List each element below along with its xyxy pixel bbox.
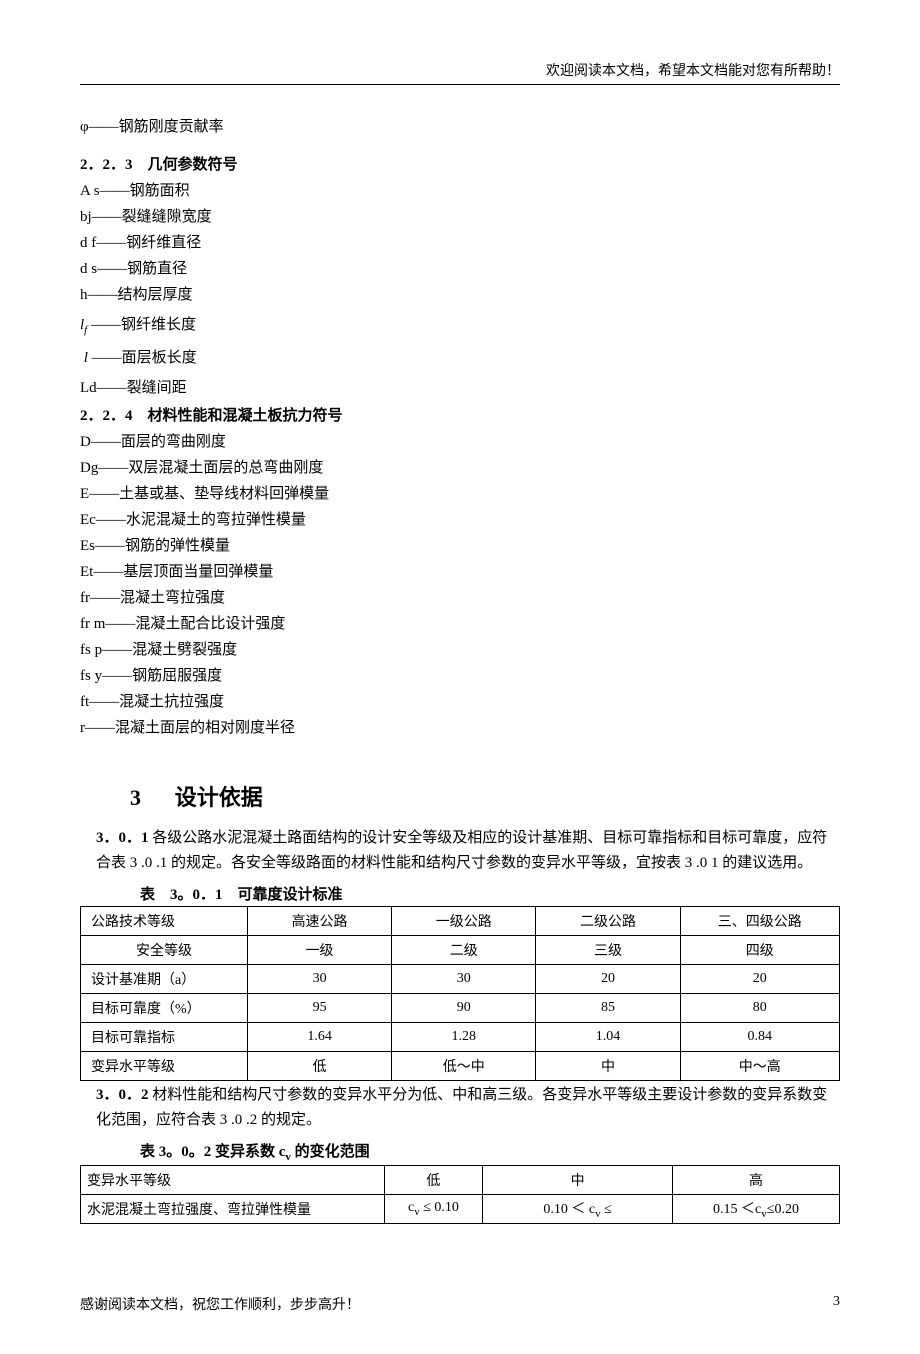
table-cell: 高 [673,1165,840,1194]
page-number: 3 [833,1294,840,1314]
table-cell: 1.04 [536,1022,680,1051]
section-2-2-4-heading: 2．2．4 材料性能和混凝土板抗力符号 [80,404,840,428]
sec224-item: ft——混凝土抗拉强度 [80,690,840,714]
page-header: 欢迎阅读本文档，希望本文档能对您有所帮助！ [80,60,840,85]
sec224-item: Es——钢筋的弹性模量 [80,534,840,558]
sec223-item: bj——裂缝缝隙宽度 [80,205,840,229]
sec223-item: l ——面层板长度 [80,346,840,370]
sec224-item: D——面层的弯曲刚度 [80,430,840,454]
table-reliability-standard: 公路技术等级 高速公路 一级公路 二级公路 三、四级公路 安全等级 一级 二级 … [80,906,840,1081]
table-cell: 变异水平等级 [81,1165,385,1194]
table-cell: 80 [680,993,839,1022]
table2-caption: 表 3。0。2 变异系数 cv 的变化范围 [140,1140,840,1163]
table-cell: 变异水平等级 [81,1051,248,1080]
table-row: 水泥混凝土弯拉强度、弯拉弹性模量 cv ≤ 0.10 0.10 ＜ cv ≤ 0… [81,1194,840,1223]
table-cell: 中 [536,1051,680,1080]
table-cell: 水泥混凝土弯拉强度、弯拉弹性模量 [81,1194,385,1223]
table-cell: 90 [392,993,536,1022]
table-row: 设计基准期（a） 30 30 20 20 [81,964,840,993]
sec224-item: fr m——混凝土配合比设计强度 [80,612,840,636]
sec224-item: fs p——混凝土劈裂强度 [80,638,840,662]
page-container: 欢迎阅读本文档，希望本文档能对您有所帮助！ φ——钢筋刚度贡献率 2．2．3 几… [0,0,920,1354]
table-cell: 目标可靠度（%） [81,993,248,1022]
sec223-item: A s——钢筋面积 [80,179,840,203]
table-cell: 二级 [392,935,536,964]
table-cell: 三级 [536,935,680,964]
table1-caption: 表 3。0．1 可靠度设计标准 [140,883,840,904]
sec224-item: fr——混凝土弯拉强度 [80,586,840,610]
section-2-2-4-title: 材料性能和混凝土板抗力符号 [148,408,343,424]
table-variation-coefficient: 变异水平等级 低 中 高 水泥混凝土弯拉强度、弯拉弹性模量 cv ≤ 0.10 … [80,1165,840,1224]
table-cell: 85 [536,993,680,1022]
section-3-title: 设计依据 [175,785,263,810]
table-cell: 0.10 ＜ cv ≤ [483,1194,673,1223]
sec224-item: fs y——钢筋屈服强度 [80,664,840,688]
table-cell: cv ≤ 0.10 [384,1194,483,1223]
sec223-item: d f——钢纤维直径 [80,231,840,255]
table-row: 目标可靠度（%） 95 90 85 80 [81,993,840,1022]
table-cell: 1.64 [247,1022,391,1051]
table-cell: 低 [384,1165,483,1194]
table-row: 目标可靠指标 1.64 1.28 1.04 0.84 [81,1022,840,1051]
table-cell: 低～中 [392,1051,536,1080]
sec224-item: E——土基或基、垫导线材料回弹模量 [80,482,840,506]
table-cell: 95 [247,993,391,1022]
sec223-item: lf ——钢纤维长度 [80,313,840,340]
table-cell: 高速公路 [247,906,391,935]
sec224-item: Dg——双层混凝土面层的总弯曲刚度 [80,456,840,480]
table-cell: 四级 [680,935,839,964]
table-row: 安全等级 一级 二级 三级 四级 [81,935,840,964]
sec223-item: h——结构层厚度 [80,283,840,307]
table-cell: 目标可靠指标 [81,1022,248,1051]
table-row: 变异水平等级 低 低～中 中 中～高 [81,1051,840,1080]
table-cell: 0.15 ＜cv≤0.20 [673,1194,840,1223]
section-2-2-3-num: 2．2．3 [80,157,133,173]
table-cell: 30 [247,964,391,993]
table-cell: 20 [536,964,680,993]
table-cell: 二级公路 [536,906,680,935]
sec224-item: Et——基层顶面当量回弹模量 [80,560,840,584]
sec223-item: d s——钢筋直径 [80,257,840,281]
table-cell: 设计基准期（a） [81,964,248,993]
table-cell: 0.84 [680,1022,839,1051]
table-cell: 安全等级 [81,935,248,964]
table-cell: 一级 [247,935,391,964]
sec-3-0-2-text: 材料性能和结构尺寸参数的变异水平分为低、中和高三级。各变异水平等级主要设计参数的… [96,1087,827,1129]
section-2-2-4-num: 2．2．4 [80,408,133,424]
section-2-2-3-title: 几何参数符号 [148,157,238,173]
table-cell: 20 [680,964,839,993]
sec-3-0-1-text: 各级公路水泥混凝土路面结构的设计安全等级及相应的设计基准期、目标可靠指标和目标可… [96,830,827,872]
section-3-heading: 3 设计依据 [130,780,840,812]
table-cell: 中～高 [680,1051,839,1080]
table-row: 变异水平等级 低 中 高 [81,1165,840,1194]
sec223-item: Ld——裂缝间距 [80,376,840,400]
table-cell: 公路技术等级 [81,906,248,935]
sec-3-0-1-num: 3．0．1 [96,830,149,846]
table-cell: 三、四级公路 [680,906,839,935]
page-footer: 感谢阅读本文档，祝您工作顺利，步步高升！ 3 [80,1294,840,1314]
table-cell: 一级公路 [392,906,536,935]
sec-3-0-1: 3．0．1 各级公路水泥混凝土路面结构的设计安全等级及相应的设计基准期、目标可靠… [96,826,840,877]
sec-3-0-2: 3．0．2 材料性能和结构尺寸参数的变异水平分为低、中和高三级。各变异水平等级主… [96,1083,840,1134]
footer-left: 感谢阅读本文档，祝您工作顺利，步步高升！ [80,1294,360,1314]
table-cell: 1.28 [392,1022,536,1051]
table-cell: 中 [483,1165,673,1194]
sec-3-0-2-num: 3．0．2 [96,1087,149,1103]
section-3-num: 3 [130,785,141,810]
intro-line: φ——钢筋刚度贡献率 [80,115,840,139]
table-cell: 30 [392,964,536,993]
section-2-2-3-heading: 2．2．3 几何参数符号 [80,153,840,177]
table-row: 公路技术等级 高速公路 一级公路 二级公路 三、四级公路 [81,906,840,935]
table-cell: 低 [247,1051,391,1080]
sec224-item: r——混凝土面层的相对刚度半径 [80,716,840,740]
sec224-item: Ec——水泥混凝土的弯拉弹性模量 [80,508,840,532]
